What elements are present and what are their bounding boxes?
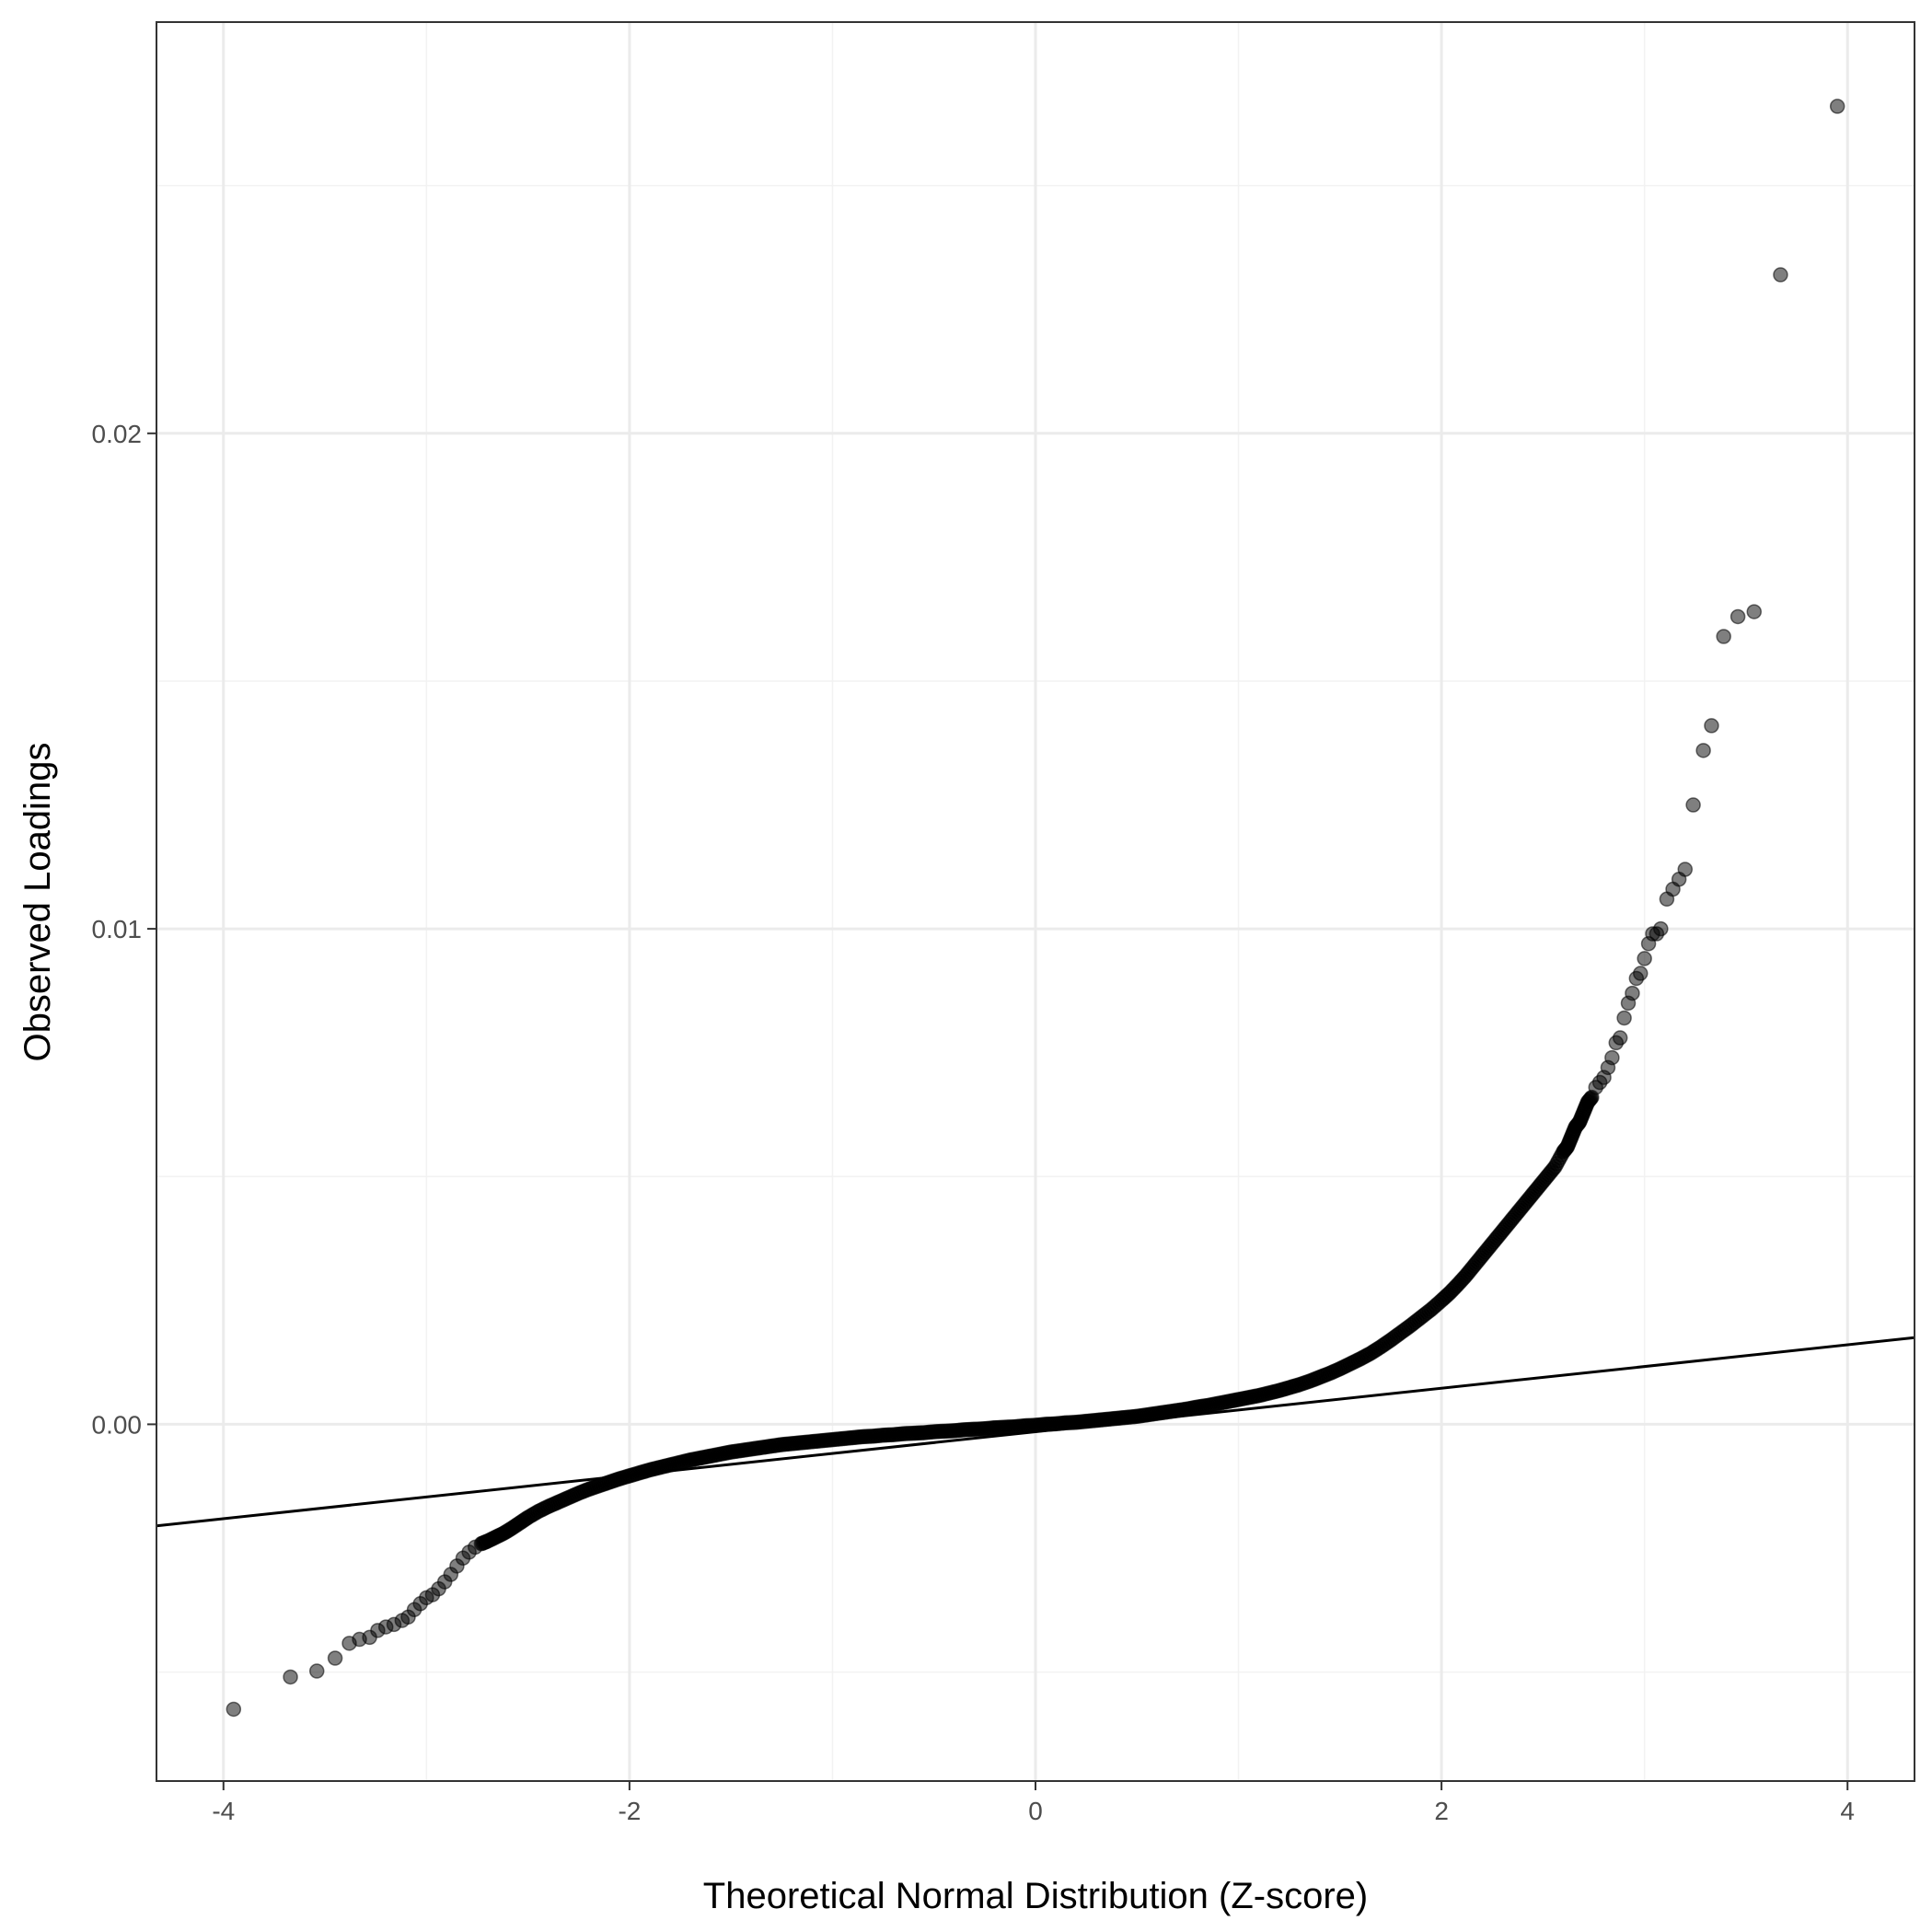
data-point (1625, 985, 1640, 1001)
x-axis-ticks: -4 -2 0 2 4 (212, 1781, 1855, 1825)
data-point (1704, 718, 1719, 734)
x-tick-label: 4 (1840, 1797, 1855, 1825)
data-point (1637, 951, 1652, 966)
x-tick-label: -2 (618, 1797, 641, 1825)
data-point (1653, 920, 1669, 937)
x-tick-label: 0 (1028, 1797, 1043, 1825)
data-point (1730, 608, 1746, 625)
data-point (1604, 1049, 1620, 1066)
data-point (283, 1669, 298, 1685)
x-axis-title: Theoretical Normal Distribution (Z-score… (703, 1876, 1368, 1916)
data-point (1773, 267, 1788, 283)
data-point (1685, 797, 1701, 813)
data-point (1633, 966, 1649, 981)
y-tick-label: 0.01 (92, 915, 143, 943)
data-point (1695, 743, 1711, 758)
data-point (1829, 98, 1845, 114)
data-point (1716, 629, 1731, 644)
data-point (226, 1701, 242, 1718)
data-point (1612, 1030, 1628, 1046)
data-point (308, 1663, 325, 1679)
data-point (1616, 1010, 1632, 1026)
x-tick-label: -4 (212, 1797, 235, 1825)
x-tick-label: 2 (1434, 1797, 1449, 1825)
data-point (1746, 604, 1763, 619)
y-tick-label: 0.02 (92, 420, 143, 448)
y-axis-title: Observed Loadings (17, 743, 58, 1062)
data-point (1677, 862, 1694, 877)
data-points (226, 98, 1845, 1718)
data-point (327, 1650, 343, 1666)
y-axis-ticks: 0.00 0.01 0.02 (92, 420, 156, 1439)
y-tick-label: 0.00 (92, 1410, 143, 1439)
